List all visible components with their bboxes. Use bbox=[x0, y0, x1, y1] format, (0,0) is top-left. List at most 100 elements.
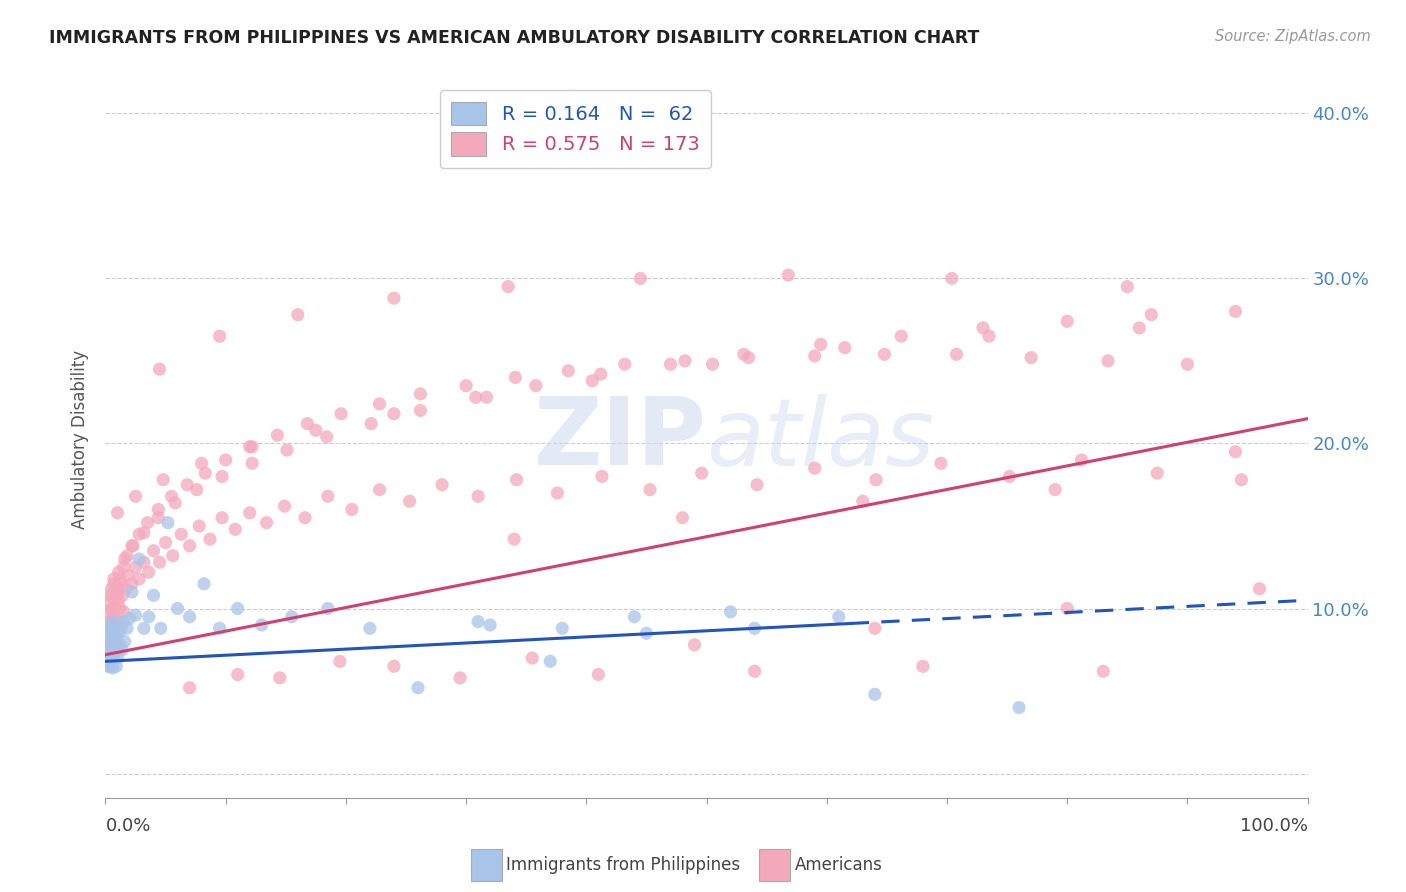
Point bbox=[179, 609, 201, 624]
Point bbox=[382, 659, 405, 673]
Point bbox=[98, 605, 121, 619]
Point bbox=[111, 588, 134, 602]
Point bbox=[226, 667, 249, 681]
Point bbox=[551, 621, 574, 635]
Point bbox=[114, 552, 136, 566]
Point bbox=[240, 456, 263, 470]
Point bbox=[96, 654, 118, 668]
Point bbox=[475, 390, 498, 404]
Point bbox=[186, 483, 208, 497]
Point bbox=[945, 347, 967, 361]
Point bbox=[104, 621, 127, 635]
Point bbox=[98, 644, 121, 658]
Point bbox=[97, 615, 120, 629]
Point bbox=[496, 279, 519, 293]
Point bbox=[118, 611, 141, 625]
Point bbox=[1225, 444, 1247, 458]
Point bbox=[97, 638, 120, 652]
Point bbox=[101, 605, 124, 619]
Point bbox=[1008, 700, 1031, 714]
Point bbox=[98, 638, 121, 652]
Point bbox=[1070, 453, 1092, 467]
Point bbox=[409, 403, 432, 417]
Point bbox=[208, 621, 231, 635]
Point bbox=[121, 576, 143, 591]
Point bbox=[828, 609, 851, 624]
Point bbox=[108, 572, 131, 586]
Text: Source: ZipAtlas.com: Source: ZipAtlas.com bbox=[1215, 29, 1371, 44]
Point bbox=[149, 621, 172, 635]
Point bbox=[142, 543, 165, 558]
Point bbox=[733, 347, 755, 361]
Point bbox=[100, 642, 122, 657]
Point bbox=[103, 608, 125, 623]
Point bbox=[105, 588, 128, 602]
Point bbox=[103, 572, 125, 586]
Point bbox=[226, 601, 249, 615]
Point bbox=[152, 473, 174, 487]
Point bbox=[97, 659, 120, 673]
Point bbox=[941, 271, 963, 285]
Point bbox=[107, 618, 129, 632]
Point bbox=[179, 681, 201, 695]
Point bbox=[1116, 279, 1139, 293]
Point bbox=[121, 585, 143, 599]
Point bbox=[340, 502, 363, 516]
Y-axis label: Ambulatory Disability: Ambulatory Disability bbox=[72, 350, 90, 529]
Point bbox=[778, 268, 800, 282]
Point bbox=[162, 549, 184, 563]
Point bbox=[128, 572, 150, 586]
Point bbox=[890, 329, 912, 343]
Point bbox=[101, 615, 124, 629]
Point bbox=[211, 510, 233, 524]
Point bbox=[110, 576, 132, 591]
Point bbox=[744, 665, 766, 679]
Point bbox=[211, 469, 233, 483]
Point bbox=[683, 638, 706, 652]
Point bbox=[810, 337, 832, 351]
Point bbox=[122, 539, 145, 553]
Point bbox=[136, 516, 159, 530]
Point bbox=[329, 654, 352, 668]
Point bbox=[911, 659, 934, 673]
Point bbox=[398, 494, 420, 508]
Point bbox=[97, 593, 120, 607]
Point bbox=[613, 357, 636, 371]
Point bbox=[165, 496, 187, 510]
Point bbox=[105, 626, 128, 640]
Point bbox=[108, 638, 131, 652]
Point bbox=[720, 605, 742, 619]
Point bbox=[368, 397, 391, 411]
Point bbox=[276, 443, 298, 458]
Point bbox=[467, 615, 489, 629]
Point bbox=[100, 582, 122, 596]
Point bbox=[1146, 466, 1168, 480]
Point bbox=[638, 483, 661, 497]
Point bbox=[1092, 665, 1115, 679]
Point bbox=[128, 527, 150, 541]
Point bbox=[170, 527, 193, 541]
Point bbox=[305, 423, 328, 437]
Point bbox=[121, 539, 143, 553]
Point bbox=[803, 461, 825, 475]
Point bbox=[382, 291, 405, 305]
Point bbox=[1128, 321, 1150, 335]
Point bbox=[104, 621, 127, 635]
Point bbox=[1097, 354, 1119, 368]
Point bbox=[522, 651, 544, 665]
Point bbox=[112, 560, 135, 574]
Point bbox=[546, 486, 568, 500]
Point bbox=[281, 609, 304, 624]
Point bbox=[148, 362, 170, 376]
Point bbox=[190, 456, 212, 470]
Point bbox=[998, 469, 1021, 483]
Point bbox=[96, 638, 118, 652]
Point bbox=[108, 601, 131, 615]
Point bbox=[239, 440, 262, 454]
Point bbox=[188, 519, 211, 533]
Point bbox=[107, 565, 129, 579]
Point bbox=[179, 539, 201, 553]
Point bbox=[382, 407, 405, 421]
Point bbox=[138, 565, 160, 579]
Point bbox=[702, 357, 724, 371]
